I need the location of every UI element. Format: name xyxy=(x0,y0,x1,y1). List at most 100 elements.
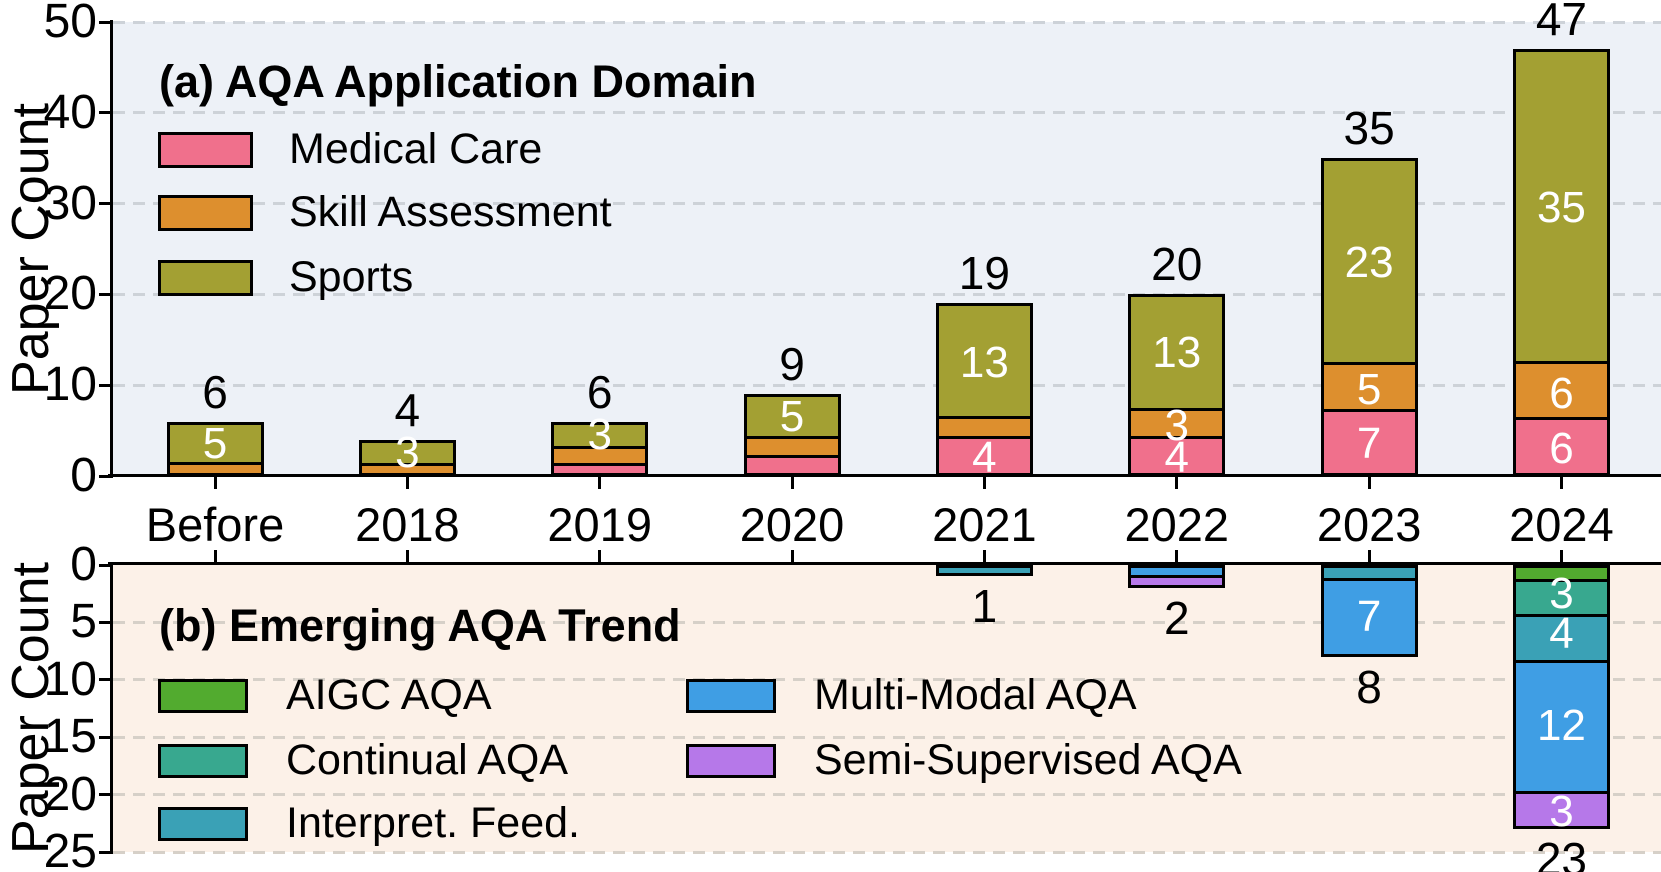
legend-swatch-aigc-aqa xyxy=(158,678,248,713)
legend-label-sports: Sports xyxy=(289,253,414,301)
x-tick-a-2023 xyxy=(1367,477,1371,489)
x-tick-a-2019 xyxy=(598,477,602,489)
x-tick-label-2022: 2022 xyxy=(1124,498,1230,551)
bar-segment-a-2023-sports xyxy=(1323,161,1415,363)
y-tick-label-b-0: 0 xyxy=(70,538,97,591)
bar-value-label-a-2022: 3 xyxy=(1164,401,1189,451)
panel-b-left-spine xyxy=(110,562,113,854)
legend-label-continual-aqa: Continual AQA xyxy=(286,736,569,784)
bar-value-label-b-2024: 3 xyxy=(1549,786,1574,836)
bar-value-label-a-Before: 5 xyxy=(202,419,228,469)
bar-segment-a-2022-medical-care xyxy=(1131,436,1223,473)
bar-segment-b-2023-multi-modal-aqa xyxy=(1323,578,1415,654)
y-tick-label-a-20: 20 xyxy=(43,267,97,321)
bar-segment-a-2021-sports xyxy=(938,306,1030,417)
total-label-a-2019: 6 xyxy=(586,365,613,418)
bar-value-label-a-2019: 3 xyxy=(587,410,612,460)
legend-swatch-interpret-feed xyxy=(158,806,248,841)
x-tick-a-2024 xyxy=(1559,477,1563,489)
bar-segment-b-2024-aigc-aqa xyxy=(1515,568,1607,579)
panel-b-title: (b) Emerging AQA Trend xyxy=(159,600,681,651)
legend-label-aigc-aqa: AIGC AQA xyxy=(286,671,492,719)
legend-swatch-medical-care xyxy=(158,131,253,168)
y-tick-label-a-0: 0 xyxy=(70,449,97,502)
legend-item-interpret-feed: Interpret. Feed. xyxy=(158,799,580,848)
bar-b-2022 xyxy=(1128,565,1226,588)
bar-value-label-b-2023: 7 xyxy=(1356,591,1382,641)
panel-a-left-spine xyxy=(110,20,113,478)
x-tick-label-2018: 2018 xyxy=(355,498,460,551)
y-tick-b-20 xyxy=(99,793,113,797)
y-tick-label-b-25: 25 xyxy=(43,825,97,872)
legend-item-sports: Sports xyxy=(158,253,413,302)
total-label-a-2022: 20 xyxy=(1151,238,1203,291)
bar-value-label-a-2022: 13 xyxy=(1152,328,1202,378)
x-tick-a-2021 xyxy=(982,477,986,489)
x-tick-a-Before xyxy=(213,477,217,489)
x-tick-label-2021: 2021 xyxy=(932,498,1037,551)
y-tick-label-b-5: 5 xyxy=(70,595,97,649)
panel-b-top-spine xyxy=(108,562,1661,565)
bar-value-label-a-2024: 6 xyxy=(1549,423,1574,473)
bar-b-2023 xyxy=(1320,565,1418,657)
bar-segment-a-2022-skill-assessment xyxy=(1131,407,1223,437)
y-tick-b-5 xyxy=(99,620,113,624)
y-tick-label-a-30: 30 xyxy=(43,176,97,230)
y-tick-label-a-50: 50 xyxy=(43,0,97,48)
total-label-b-2022: 2 xyxy=(1163,591,1190,644)
x-tick-label-2019: 2019 xyxy=(547,498,652,551)
panel-a-ylabel: Paper Count xyxy=(2,103,60,395)
total-label-b-2021: 1 xyxy=(971,580,998,633)
bar-segment-a-2020-skill-assessment xyxy=(746,436,838,455)
total-label-a-2018: 4 xyxy=(394,383,421,436)
bar-value-label-a-2022: 4 xyxy=(1164,432,1189,482)
bar-segment-b-2024-continual-aqa xyxy=(1515,578,1607,614)
bar-segment-a-2024-medical-care xyxy=(1515,417,1607,473)
gridline-b-20 xyxy=(113,793,1661,797)
bar-value-label-a-2023: 5 xyxy=(1356,364,1382,414)
legend-item-aigc-aqa: AIGC AQA xyxy=(158,671,492,720)
bar-segment-a-2024-sports xyxy=(1515,52,1607,362)
bar-segment-b-2024-interpret-feed- xyxy=(1515,613,1607,660)
y-tick-label-b-15: 15 xyxy=(43,710,97,764)
gridline-a-50 xyxy=(113,20,1661,24)
legend-item-semi-supervised-aqa: Semi-Supervised AQA xyxy=(686,736,1242,785)
bar-value-label-a-2021: 4 xyxy=(972,432,997,482)
panel-a-title: (a) AQA Application Domain xyxy=(159,56,757,107)
gridline-a-10 xyxy=(113,383,1661,387)
bar-segment-a-2019-sports xyxy=(554,424,646,446)
y-tick-a-30 xyxy=(99,202,113,206)
bar-segment-b-2022-semi-supervised-aqa xyxy=(1131,574,1223,585)
bar-value-label-a-2023: 23 xyxy=(1344,237,1394,287)
x-tick-b-2023 xyxy=(1367,550,1371,562)
bar-segment-a-Before-skill-assessment xyxy=(169,462,261,473)
bar-value-label-a-2024: 6 xyxy=(1549,369,1574,419)
bar-segment-b-2024-semi-supervised-aqa xyxy=(1515,790,1607,827)
total-label-a-2021: 19 xyxy=(958,247,1010,300)
bar-segment-a-2024-skill-assessment xyxy=(1515,361,1607,418)
legend-label-interpret-feed: Interpret. Feed. xyxy=(286,799,580,847)
bar-segment-a-2021-skill-assessment xyxy=(938,416,1030,437)
bar-segment-b-2021-interpret-feed- xyxy=(938,568,1030,574)
total-label-a-2023: 35 xyxy=(1343,102,1395,155)
y-tick-label-b-20: 20 xyxy=(43,767,97,821)
legend-label-multi-modal-aqa: Multi-Modal AQA xyxy=(814,671,1137,719)
total-label-b-2023: 8 xyxy=(1356,660,1382,713)
x-tick-b-2022 xyxy=(1175,550,1179,562)
bar-segment-a-2020-sports xyxy=(746,397,838,436)
bar-a-2021 xyxy=(935,303,1033,476)
bar-a-Before xyxy=(166,421,264,476)
bar-segment-a-2023-skill-assessment xyxy=(1323,362,1415,409)
y-tick-b-25 xyxy=(99,850,113,854)
y-tick-b-10 xyxy=(99,678,113,682)
x-tick-a-2020 xyxy=(790,477,794,489)
bar-value-label-a-2024: 35 xyxy=(1536,183,1586,233)
gridline-a-30 xyxy=(113,202,1661,206)
x-tick-label-2023: 2023 xyxy=(1316,498,1422,551)
gridline-b-15 xyxy=(113,735,1661,739)
y-tick-label-a-10: 10 xyxy=(43,358,97,412)
bar-segment-a-2019-medical-care xyxy=(554,462,646,473)
legend-item-medical-care: Medical Care xyxy=(158,125,542,174)
